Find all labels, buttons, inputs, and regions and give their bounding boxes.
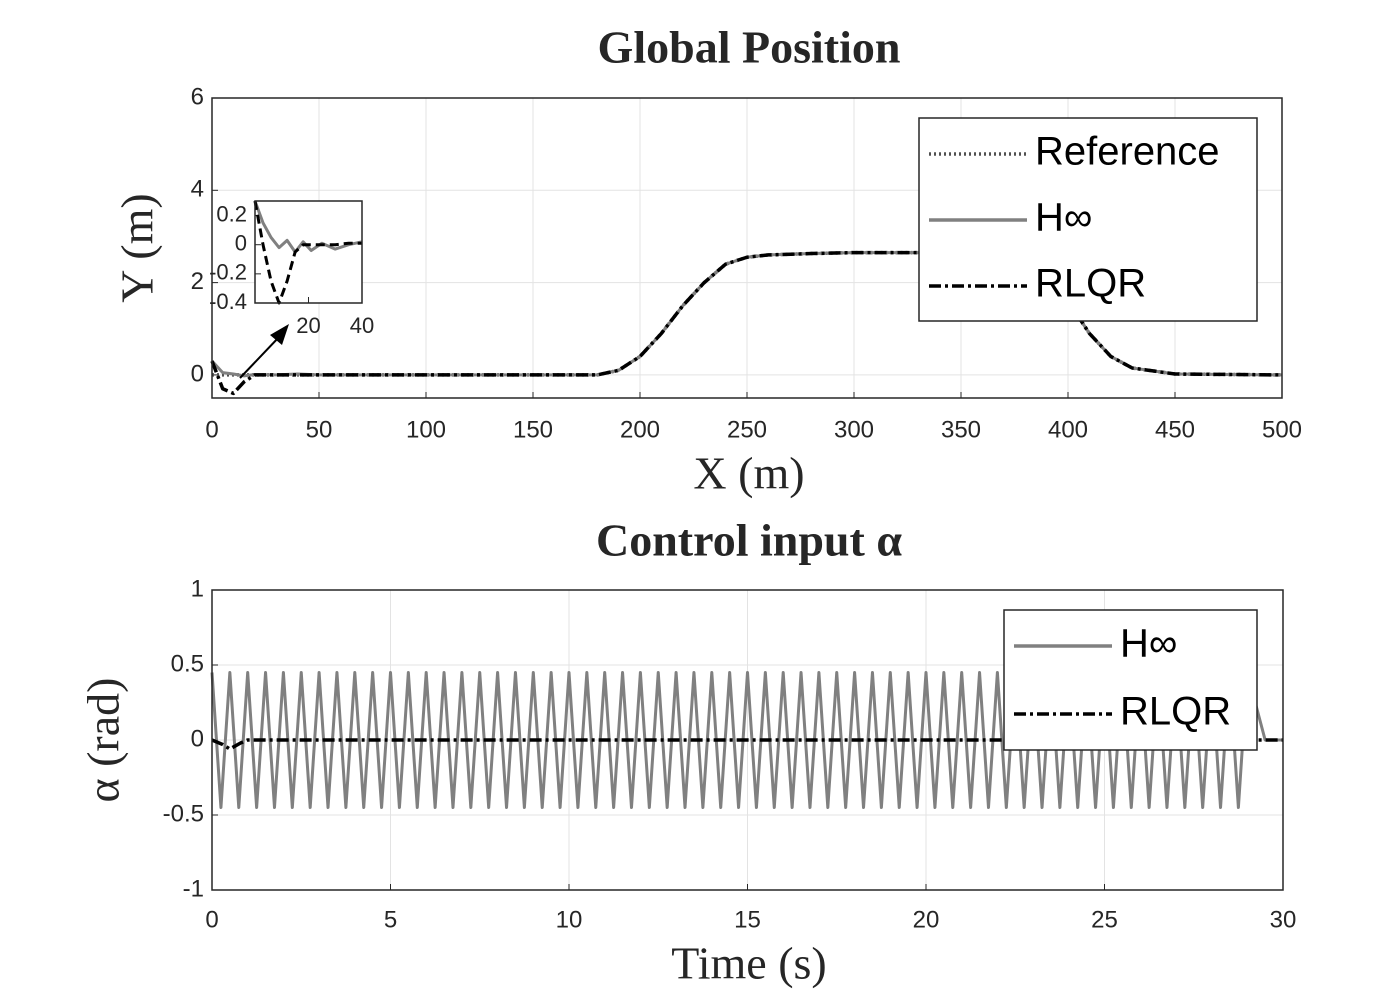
y-tick-label: -0.5 — [163, 800, 204, 827]
y-tick-label: 1 — [191, 575, 204, 602]
x-tick-label: 25 — [1091, 906, 1118, 933]
x-tick-label: 100 — [406, 416, 446, 443]
x-tick-label: 500 — [1262, 416, 1302, 443]
x-tick-label: 0 — [205, 416, 218, 443]
series-line — [253, 200, 362, 305]
x-tick-label: 250 — [727, 416, 767, 443]
x-tick-label: 400 — [1048, 416, 1088, 443]
zoom-arrow — [239, 335, 281, 379]
series-line — [253, 200, 363, 254]
y-tick-label: 4 — [191, 176, 204, 203]
y-tick-label: 0 — [235, 231, 247, 256]
x-tick-label: 20 — [913, 906, 940, 933]
x-tick-label: 50 — [306, 416, 333, 443]
y-tick-label: 0 — [191, 725, 204, 752]
legend-label: RLQR — [1035, 262, 1146, 306]
axes-box — [211, 589, 1284, 891]
legend-label: Reference — [1035, 130, 1220, 174]
axes-box — [254, 200, 363, 304]
x-tick-label: 5 — [384, 906, 397, 933]
x-tick-label: 40 — [350, 313, 374, 338]
x-axis-label: Time (s) — [671, 938, 827, 989]
y-tick-label: -0.4 — [209, 289, 247, 314]
legend-label: RLQR — [1120, 690, 1231, 734]
x-tick-label: 10 — [556, 906, 583, 933]
x-tick-label: 450 — [1155, 416, 1195, 443]
axes-box — [211, 97, 1283, 399]
x-axis-label: X (m) — [693, 448, 804, 499]
y-tick-label: -1 — [183, 875, 204, 902]
legend-label: H∞ — [1120, 622, 1177, 666]
legend-label: H∞ — [1035, 196, 1092, 240]
y-tick-label: 0.2 — [216, 201, 247, 226]
y-tick-label: -0.2 — [209, 260, 247, 285]
chart-title: Control input α — [596, 515, 902, 566]
zoom-arrow-head — [270, 324, 289, 345]
legend-box — [1003, 609, 1258, 751]
chart-title: Global Position — [598, 22, 901, 73]
x-tick-label: 150 — [513, 416, 553, 443]
y-tick-label: 0 — [191, 360, 204, 387]
series-line — [210, 250, 1283, 396]
x-tick-label: 0 — [205, 906, 218, 933]
x-tick-label: 30 — [1270, 906, 1297, 933]
plot-area — [255, 201, 362, 303]
y-tick-label: 6 — [191, 83, 204, 110]
y-tick-label: 0.5 — [171, 650, 204, 677]
y-axis-label: α (rad) — [78, 678, 129, 803]
y-tick-label: 2 — [191, 268, 204, 295]
x-tick-label: 15 — [734, 906, 761, 933]
x-tick-label: 350 — [941, 416, 981, 443]
x-tick-label: 300 — [834, 416, 874, 443]
x-tick-label: 200 — [620, 416, 660, 443]
series-line — [211, 738, 1283, 751]
x-tick-label: 20 — [296, 313, 320, 338]
y-axis-label: Y (m) — [112, 193, 163, 302]
